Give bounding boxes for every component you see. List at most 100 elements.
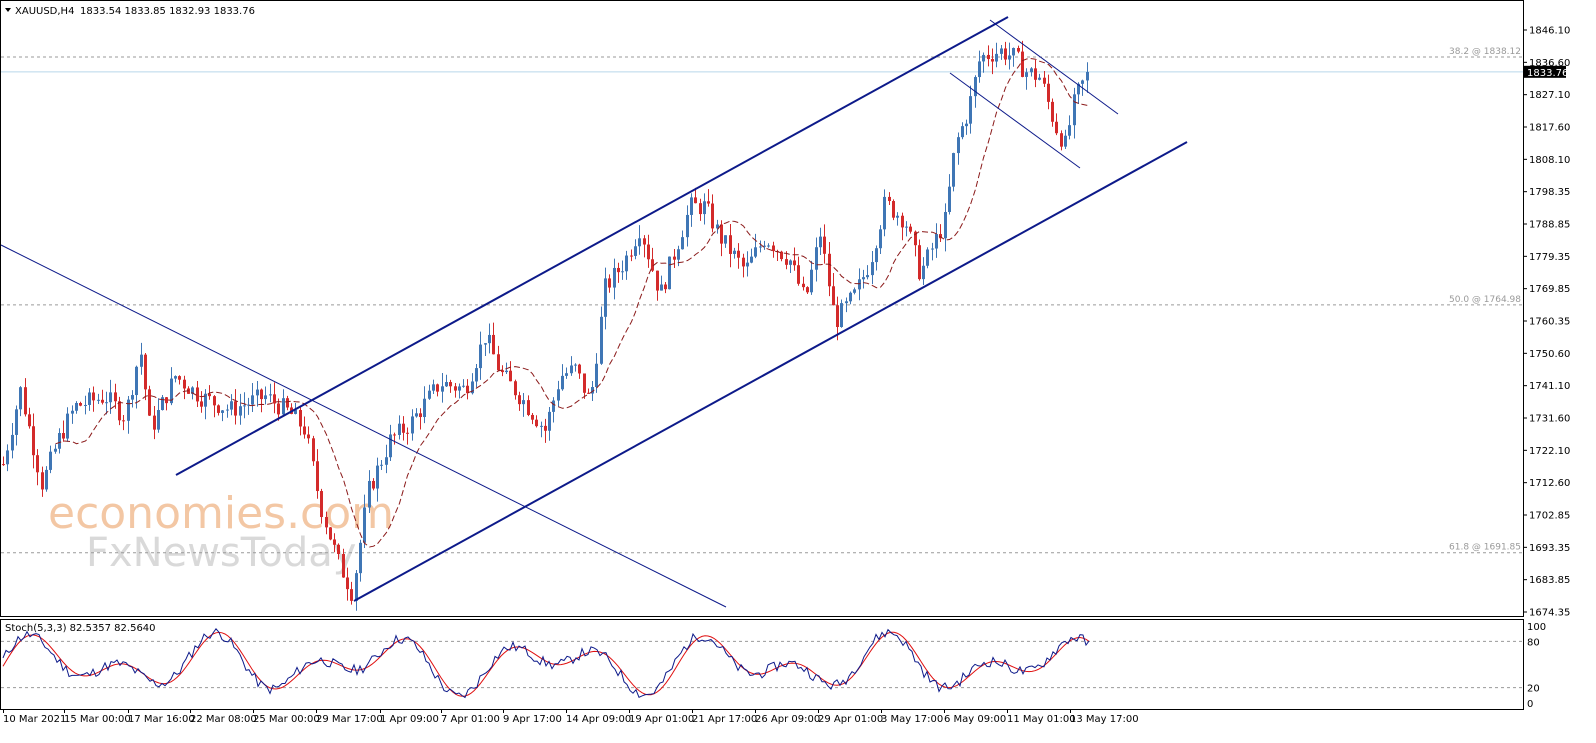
candle-body [1034, 68, 1037, 80]
candle-body [488, 334, 491, 344]
candle-body [105, 402, 108, 404]
candle-body [475, 368, 478, 382]
candle-body [122, 420, 125, 422]
candle-body [419, 413, 422, 418]
candle-body [862, 277, 865, 280]
candle-body [131, 395, 134, 400]
candle-body [114, 392, 117, 402]
candle-body [307, 434, 310, 439]
candle-body [978, 61, 981, 78]
candle-body [127, 399, 130, 421]
candle-body [1017, 47, 1020, 52]
candle-body [1081, 80, 1084, 84]
trendlines [0, 16, 1188, 608]
candle-body [643, 238, 646, 245]
candle-body [234, 401, 237, 416]
candle-body [858, 279, 861, 290]
candle-body [724, 235, 727, 244]
candle-body [406, 432, 409, 434]
candle-body [574, 364, 577, 366]
candle-body [849, 292, 852, 302]
candle-body [681, 237, 684, 250]
candle-body [759, 246, 762, 248]
time-tick-label: 13 May 17:00 [1070, 714, 1139, 725]
candle-body [1008, 55, 1011, 60]
chart-header: XAUUSD,H4 1833.54 1833.85 1832.93 1833.7… [5, 6, 255, 17]
candle-body [544, 425, 547, 431]
stoch-axis-label: 20 [1527, 684, 1540, 695]
candle-body [909, 226, 912, 232]
dropdown-triangle-icon[interactable] [5, 8, 11, 12]
candle-body [935, 234, 938, 249]
candle-body [1038, 77, 1041, 80]
candle-body [926, 249, 929, 266]
time-tick-label: 26 Apr 09:00 [755, 714, 820, 725]
watermark-line2: FxNewsToday [86, 530, 356, 576]
candle-body [28, 414, 31, 427]
candle-body [630, 255, 633, 257]
candle-body [350, 589, 353, 601]
candle-body [45, 469, 48, 490]
candle-body [411, 416, 414, 434]
candle-body [1021, 51, 1024, 77]
candle-body [995, 53, 998, 62]
candle-body [79, 402, 82, 406]
candle-body [286, 398, 289, 408]
channel-upper [175, 16, 1009, 476]
candle-body [853, 289, 856, 293]
candle-body [828, 253, 831, 287]
candle-body [832, 286, 835, 306]
price-tick-label: 1846.10 [1529, 26, 1570, 37]
candle-body [75, 402, 78, 411]
candle-body [600, 316, 603, 364]
price-tick-label: 1808.10 [1529, 155, 1570, 166]
candle-body [320, 491, 323, 518]
candle-body [66, 413, 69, 439]
candle-body [423, 398, 426, 418]
candle-body [15, 409, 18, 435]
time-tick-label: 9 Apr 17:00 [503, 714, 562, 725]
watermark-line1: economies.com [48, 488, 394, 539]
candle-body [892, 201, 895, 218]
candle-body [436, 384, 439, 392]
candle-body [823, 236, 826, 254]
candle-body [355, 573, 358, 601]
candle-body [690, 197, 693, 215]
candle-body [303, 426, 306, 435]
price-tick-label: 1693.35 [1529, 543, 1570, 554]
price-tick-label: 1769.85 [1529, 284, 1570, 295]
candle-body [969, 96, 972, 124]
time-tick-label: 7 Apr 01:00 [441, 714, 500, 725]
candle-body [901, 215, 904, 228]
candle-body [479, 344, 482, 369]
candle-body [617, 267, 620, 273]
candle-body [183, 379, 186, 389]
price-tick-label: 1712.60 [1529, 478, 1570, 489]
candle-body [282, 398, 285, 415]
price-tick-label: 1674.35 [1529, 608, 1570, 619]
candle-body [256, 389, 259, 396]
candle-body [742, 257, 745, 267]
candle-body [24, 387, 27, 415]
fib-label-2: 61.8 @ 1691.85 [1449, 543, 1521, 553]
candle-body [789, 260, 792, 265]
candle-body [58, 433, 61, 449]
candle-body [509, 370, 512, 382]
candle-body [505, 370, 508, 373]
candle-body [587, 392, 590, 394]
candle-body [527, 400, 530, 415]
candle-body [703, 201, 706, 215]
candle-body [484, 343, 487, 345]
candle-body [944, 212, 947, 239]
candle-body [449, 382, 452, 387]
candle-body [398, 423, 401, 435]
candle-body [982, 54, 985, 62]
candle-body [647, 244, 650, 260]
stoch-axis-label: 80 [1527, 637, 1540, 648]
candle-body [333, 539, 336, 545]
candle-body [875, 248, 878, 263]
candle-body [604, 278, 607, 317]
time-tick-label: 22 Mar 08:00 [190, 714, 257, 725]
time-tick-label: 15 Mar 00:00 [64, 714, 131, 725]
candle-body [264, 395, 267, 400]
